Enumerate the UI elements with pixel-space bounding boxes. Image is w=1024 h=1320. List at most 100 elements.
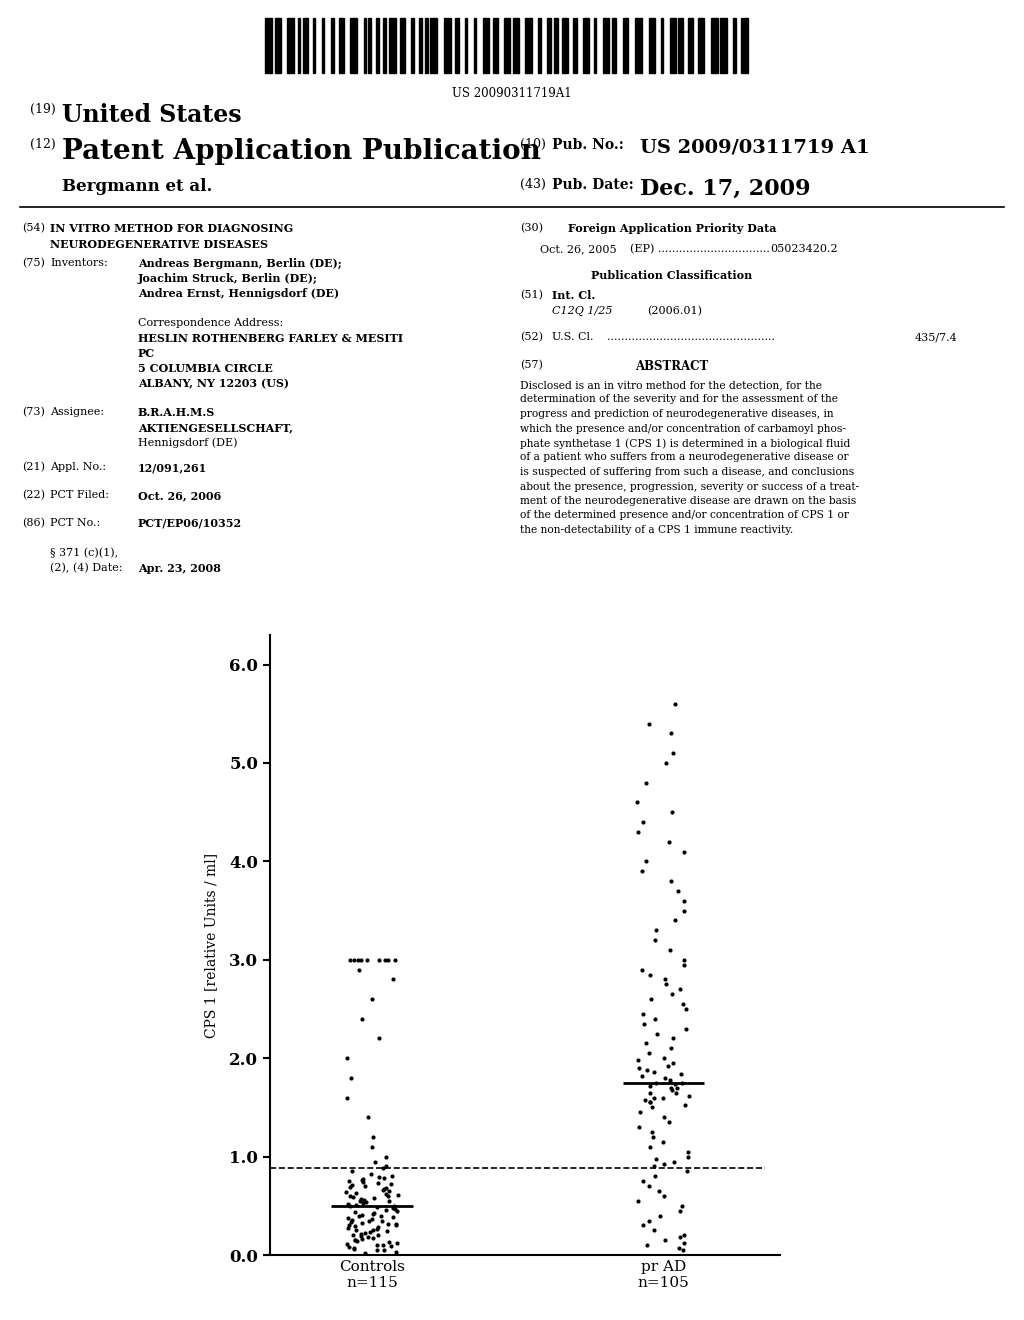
Point [646, 1086, 663, 1107]
Bar [660, 18, 664, 73]
Text: Dec. 17, 2009: Dec. 17, 2009 [640, 178, 811, 201]
Point [353, 1212, 370, 1233]
Point [673, 1064, 689, 1085]
Text: (75): (75) [22, 257, 45, 268]
Point [380, 949, 396, 970]
Point [657, 1230, 674, 1251]
Bar [443, 18, 451, 73]
Point [365, 1126, 381, 1147]
Point [370, 1225, 386, 1246]
Point [367, 1151, 383, 1172]
Point [677, 1094, 693, 1115]
Text: US 2009/0311719 A1: US 2009/0311719 A1 [640, 139, 869, 156]
Point [356, 1222, 373, 1243]
Text: HESLIN ROTHENBERG FARLEY & MESITI: HESLIN ROTHENBERG FARLEY & MESITI [138, 333, 403, 345]
Point [364, 1137, 380, 1158]
Bar [741, 18, 749, 73]
Point [387, 1214, 403, 1236]
Text: phate synthetase 1 (CPS 1) is determined in a biological fluid: phate synthetase 1 (CPS 1) is determined… [520, 438, 850, 449]
Point [341, 1185, 357, 1206]
Bar [711, 18, 718, 73]
Bar [594, 18, 596, 73]
Point [352, 1188, 369, 1209]
Point [664, 983, 680, 1005]
Text: ABSTRACT: ABSTRACT [635, 360, 709, 374]
Text: ................................................: ........................................… [607, 333, 775, 342]
Point [664, 1077, 680, 1098]
Text: PC: PC [138, 348, 155, 359]
Text: (2006.01): (2006.01) [647, 306, 702, 317]
Bar [562, 18, 568, 73]
Point [385, 969, 401, 990]
Bar [364, 18, 366, 73]
Point [667, 909, 683, 931]
Point [354, 1168, 371, 1189]
Point [356, 1176, 373, 1197]
Text: Hennigsdorf (DE): Hennigsdorf (DE) [138, 437, 238, 447]
Point [641, 1092, 657, 1113]
Point [347, 1201, 364, 1222]
Point [649, 1023, 666, 1044]
Point [665, 1080, 681, 1101]
Point [339, 1086, 355, 1107]
Point [657, 1068, 674, 1089]
Point [671, 1238, 687, 1259]
Point [341, 1176, 357, 1197]
Point [353, 949, 370, 970]
Bar [623, 18, 629, 73]
Point [665, 1052, 681, 1073]
Bar [504, 18, 510, 73]
Bar [369, 18, 371, 73]
Point [377, 949, 393, 970]
Bar [303, 18, 308, 73]
Point [642, 989, 658, 1010]
Point [670, 880, 686, 902]
Point [636, 1014, 652, 1035]
Bar [383, 18, 386, 73]
Text: which the presence and/or concentration of carbamoyl phos-: which the presence and/or concentration … [520, 424, 846, 433]
Point [349, 949, 366, 970]
Point [375, 1234, 391, 1255]
Point [648, 1148, 665, 1170]
Point [348, 1183, 365, 1204]
Point [344, 1175, 360, 1196]
Point [676, 1233, 692, 1254]
Point [380, 1180, 396, 1201]
Point [681, 1085, 697, 1106]
Point [385, 1197, 401, 1218]
Point [630, 792, 646, 813]
Point [646, 1061, 663, 1082]
Point [360, 1106, 377, 1127]
Point [371, 1028, 387, 1049]
Point [646, 1156, 663, 1177]
Point [388, 1200, 404, 1221]
Text: PCT/EP06/10352: PCT/EP06/10352 [138, 517, 242, 529]
Point [646, 1220, 663, 1241]
Point [376, 1168, 392, 1189]
Point [647, 1008, 664, 1030]
Text: (12): (12) [30, 139, 55, 150]
Text: Assignee:: Assignee: [50, 407, 104, 417]
Text: (52): (52) [520, 333, 543, 342]
Text: (43): (43) [520, 178, 546, 191]
Point [641, 1076, 657, 1097]
Text: B.R.A.H.M.S: B.R.A.H.M.S [138, 407, 215, 418]
Text: Patent Application Publication: Patent Application Publication [62, 139, 541, 165]
Point [645, 1126, 662, 1147]
Point [345, 1225, 361, 1246]
Point [364, 1208, 380, 1229]
Point [366, 1228, 382, 1249]
Bar [430, 18, 437, 73]
Text: Oct. 26, 2006: Oct. 26, 2006 [138, 490, 221, 502]
Point [371, 1167, 387, 1188]
Y-axis label: CPS 1 [relative Units / ml]: CPS 1 [relative Units / ml] [204, 853, 218, 1038]
Bar [420, 18, 422, 73]
Point [676, 890, 692, 911]
Point [375, 1158, 391, 1179]
Bar [312, 18, 315, 73]
Point [338, 1181, 354, 1203]
Point [360, 1210, 377, 1232]
Bar [399, 18, 406, 73]
Point [678, 1018, 694, 1039]
Point [348, 1195, 365, 1216]
